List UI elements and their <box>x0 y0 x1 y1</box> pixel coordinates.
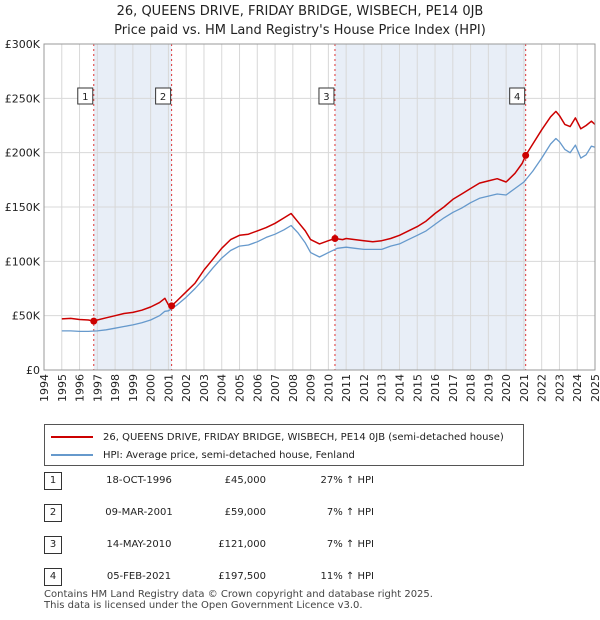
legend-item-property: 26, QUEENS DRIVE, FRIDAY BRIDGE, WISBECH… <box>51 428 504 446</box>
sale-marker-box <box>155 87 172 105</box>
sale-marker-label: 2 <box>160 92 166 103</box>
sale-marker-label: 1 <box>82 92 88 103</box>
legend-line-hpi <box>51 454 93 456</box>
title-line-2: Price paid vs. HM Land Registry's House … <box>114 23 486 38</box>
transaction-number: 4 <box>44 568 62 586</box>
y-tick-label: £50K <box>12 310 41 323</box>
transaction-number: 1 <box>44 472 62 490</box>
transaction-hpi-diff: 7% ↑ HPI <box>326 539 374 550</box>
x-tick-label: 2010 <box>322 374 335 402</box>
x-tick-label: 2017 <box>447 374 460 402</box>
x-tick-label: 2003 <box>198 374 211 402</box>
legend: 26, QUEENS DRIVE, FRIDAY BRIDGE, WISBECH… <box>44 424 524 466</box>
x-tick-label: 2019 <box>482 374 495 402</box>
x-tick-label: 1999 <box>127 374 140 402</box>
transaction-date: 09-MAR-2001 <box>105 507 173 518</box>
sale-marker-label: 4 <box>514 92 520 103</box>
x-tick-label: 2021 <box>518 374 531 402</box>
x-tick-label: 1995 <box>56 374 69 402</box>
sale-vertical-lines <box>93 44 527 370</box>
legend-item-hpi: HPI: Average price, semi-detached house,… <box>51 446 355 464</box>
y-tick-label: £150K <box>5 201 41 214</box>
sale-point <box>90 317 98 325</box>
sale-point <box>168 302 176 310</box>
x-tick-label: 2024 <box>571 374 584 402</box>
sale-marker-label: 3 <box>323 92 329 103</box>
price-chart: 1 2 3 4 1994 1995 1996 1997 1998 1999 2000 2001 200… <box>5 38 600 402</box>
x-tick-label: 2015 <box>411 374 424 402</box>
x-tick-label: 2000 <box>145 374 158 402</box>
x-tick-label: 2004 <box>216 374 229 402</box>
sale-points <box>90 151 530 325</box>
x-tick-label: 1997 <box>91 374 104 402</box>
x-tick-label: 1998 <box>109 374 122 402</box>
transaction-hpi-diff: 7% ↑ HPI <box>326 507 374 518</box>
x-tick-label: 1996 <box>74 374 87 402</box>
axes: 1994 1995 1996 1997 1998 1999 2000 2001 2002 2003… <box>5 38 600 402</box>
sale-marker-box <box>509 87 526 105</box>
transaction-number: 3 <box>44 536 62 554</box>
title-line-1: 26, QUEENS DRIVE, FRIDAY BRIDGE, WISBECH… <box>116 4 484 19</box>
x-tick-label: 2002 <box>180 374 193 402</box>
y-tick-label: £300K <box>5 38 41 51</box>
hpi-line <box>61 137 596 333</box>
sale-point <box>522 151 530 159</box>
table-row: 1 18-OCT-1996 £45,000 27% ↑ HPI <box>44 470 544 492</box>
x-tick-label: 2011 <box>340 374 353 402</box>
x-tick-label: 2001 <box>162 374 175 402</box>
table-row: 2 09-MAR-2001 £59,000 7% ↑ HPI <box>44 502 544 524</box>
x-tick-label: 2007 <box>269 374 282 402</box>
y-tick-label: £100K <box>5 255 41 268</box>
transaction-price: £197,500 <box>218 571 266 582</box>
x-tick-label: 2016 <box>429 374 442 402</box>
x-tick-label: 2013 <box>376 374 389 402</box>
sale-point <box>331 235 339 243</box>
transaction-date: 05-FEB-2021 <box>106 571 172 582</box>
footer: Contains HM Land Registry data © Crown c… <box>44 589 433 611</box>
transaction-hpi-diff: 11% ↑ HPI <box>320 571 374 582</box>
legend-line-property <box>51 436 93 438</box>
x-tick-label: 2025 <box>589 374 600 402</box>
sale-marker-box <box>318 87 335 105</box>
x-tick-label: 2005 <box>234 374 247 402</box>
transaction-price: £59,000 <box>224 507 266 518</box>
plot-border <box>43 43 596 371</box>
legend-label-property: 26, QUEENS DRIVE, FRIDAY BRIDGE, WISBECH… <box>103 431 504 443</box>
x-tick-label: 2014 <box>393 374 406 402</box>
x-tick-label: 2012 <box>358 374 371 402</box>
transaction-price: £121,000 <box>218 539 266 550</box>
y-tick-label: £200K <box>5 147 41 160</box>
footer-licence: This data is licensed under the Open Gov… <box>44 600 363 611</box>
x-tick-label: 2008 <box>287 374 300 402</box>
table-row: 4 05-FEB-2021 £197,500 11% ↑ HPI <box>44 566 544 588</box>
chart-title: 26, QUEENS DRIVE, FRIDAY BRIDGE, WISBECH… <box>0 2 600 40</box>
legend-label-hpi: HPI: Average price, semi-detached house,… <box>103 449 355 461</box>
x-tick-label: 1994 <box>38 374 51 402</box>
y-tick-label: £0 <box>26 364 40 377</box>
transaction-price: £45,000 <box>224 475 266 486</box>
y-tick-label: £250K <box>5 92 41 105</box>
x-tick-label: 2023 <box>553 374 566 402</box>
transaction-date: 18-OCT-1996 <box>106 475 172 486</box>
table-row: 3 14-MAY-2010 £121,000 7% ↑ HPI <box>44 534 544 556</box>
x-tick-label: 2006 <box>251 374 264 402</box>
sale-markers: 1 2 3 4 <box>77 87 526 105</box>
x-tick-label: 2020 <box>500 374 513 402</box>
x-tick-label: 2018 <box>465 374 478 402</box>
transaction-hpi-diff: 27% ↑ HPI <box>320 475 374 486</box>
x-tick-label: 2022 <box>536 374 549 402</box>
transaction-number: 2 <box>44 504 62 522</box>
transaction-date: 14-MAY-2010 <box>106 539 172 550</box>
x-tick-label: 2009 <box>305 374 318 402</box>
footer-copyright: Contains HM Land Registry data © Crown c… <box>44 589 433 600</box>
sale-marker-box <box>77 87 94 105</box>
